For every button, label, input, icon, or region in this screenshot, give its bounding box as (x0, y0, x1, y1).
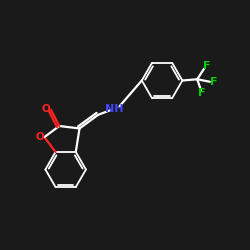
Text: F: F (210, 77, 217, 87)
Text: O: O (41, 104, 50, 114)
Text: F: F (198, 88, 206, 98)
Text: F: F (203, 61, 211, 71)
Text: O: O (35, 132, 44, 142)
Text: NH: NH (105, 104, 123, 114)
